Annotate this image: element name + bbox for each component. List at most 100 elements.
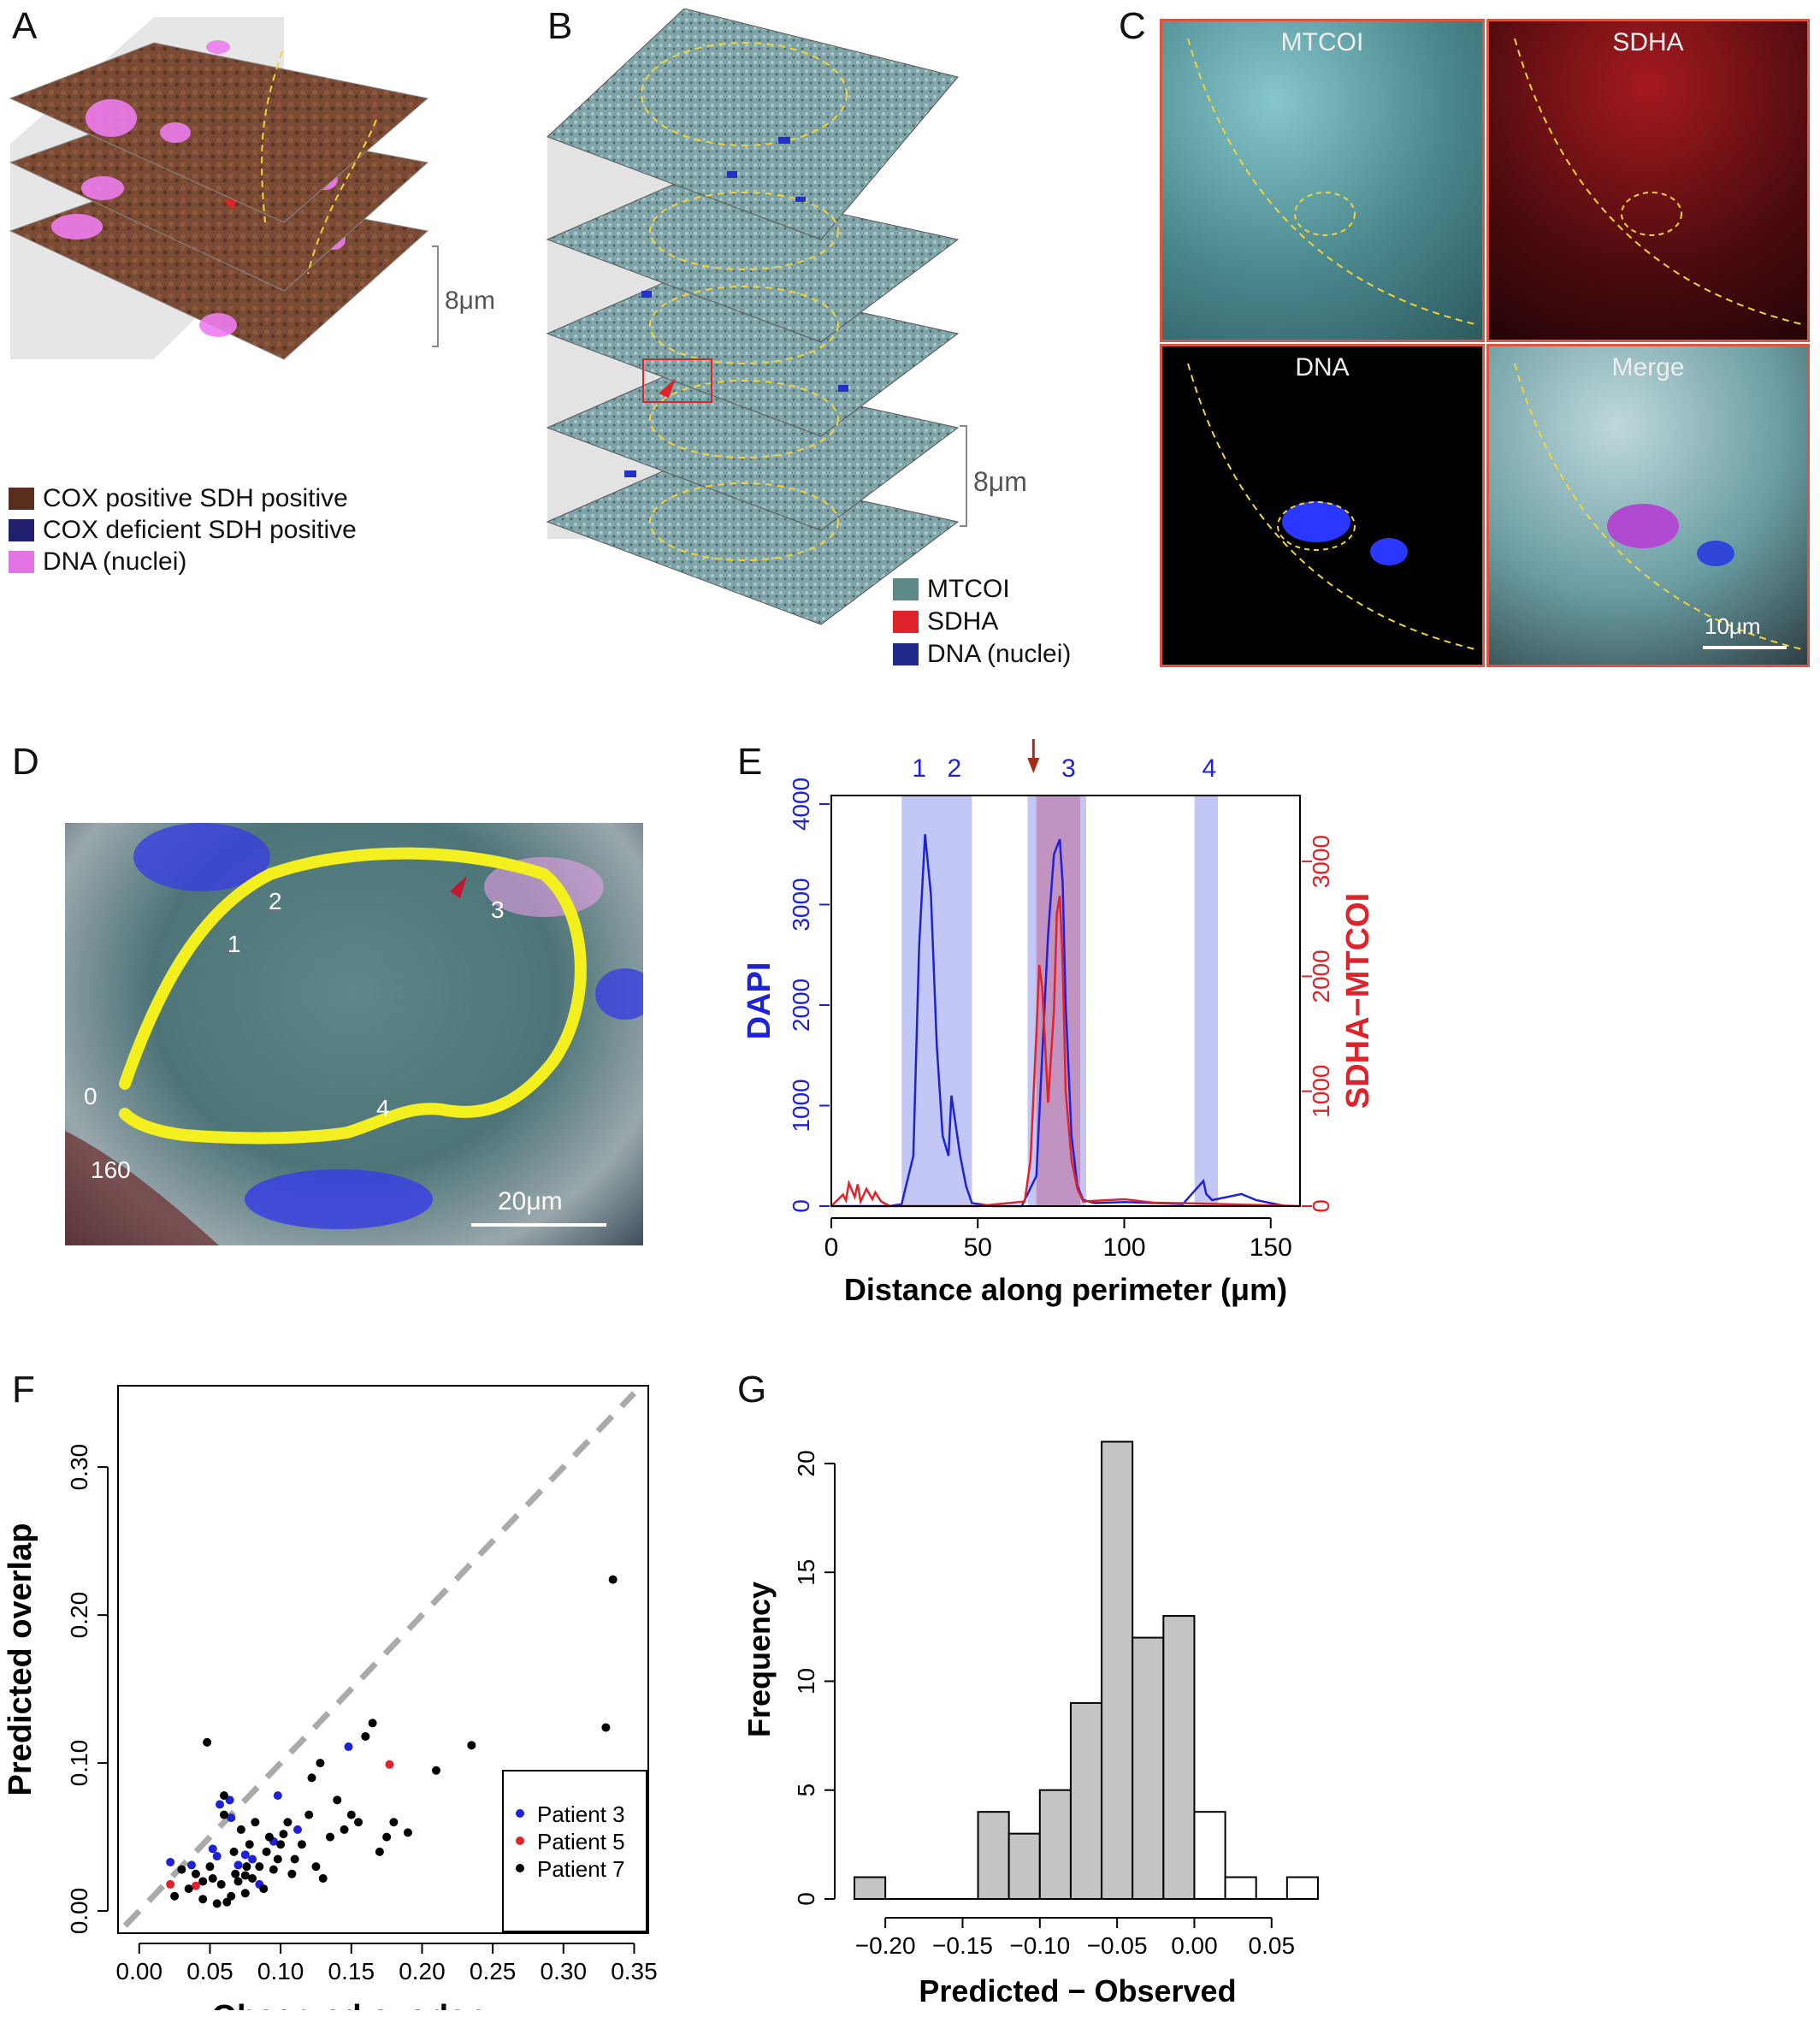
histogram-bar — [1008, 1832, 1041, 1900]
arrow-marker — [1027, 758, 1040, 773]
point-patient-5 — [166, 1879, 175, 1889]
panel-c-title-mtcoi: MTCOI — [1280, 28, 1364, 56]
point-patient-3 — [292, 1825, 302, 1834]
y-tick-label-3: 15 — [793, 1559, 819, 1586]
legend-marker-2 — [516, 1864, 524, 1872]
point-patient-7 — [354, 1818, 363, 1827]
x-tick-label-5: 0.05 — [1249, 1932, 1296, 1959]
panel-c-dna-image: DNA — [1160, 344, 1485, 667]
point-patient-7 — [467, 1741, 476, 1750]
x-tick-label-3: 0.15 — [328, 1958, 375, 1984]
top-band-label-0: 1 — [912, 754, 926, 783]
panel-b-scale-label: 8μm — [973, 466, 1027, 497]
point-patient-7 — [184, 1884, 193, 1894]
band-3 — [1194, 796, 1219, 1206]
y-right-axis-title: SDHA−MTCOI — [1340, 893, 1376, 1109]
point-patient-7 — [205, 1862, 215, 1872]
point-patient-3 — [248, 1854, 257, 1864]
top-band-label-3: 4 — [1202, 754, 1216, 783]
y-left-tick-label-1: 1000 — [788, 1079, 814, 1132]
histogram-bar — [854, 1876, 887, 1901]
panel-b-tissue-stack — [546, 9, 967, 625]
y-tick-label-0: 0 — [793, 1892, 819, 1906]
point-patient-7 — [608, 1575, 618, 1584]
point-patient-7 — [290, 1854, 299, 1864]
x-tick-label-1: −0.15 — [932, 1932, 993, 1959]
histogram-bar — [1101, 1440, 1134, 1901]
y-tick-label-4: 20 — [793, 1450, 819, 1476]
panel-label-g: G — [737, 1369, 767, 1411]
panel-a-layer-top — [9, 42, 429, 223]
point-patient-7 — [245, 1840, 254, 1849]
point-patient-7 — [333, 1795, 342, 1805]
point-patient-7 — [307, 1773, 316, 1783]
panel-c-sdha-image: SDHA — [1486, 19, 1810, 342]
point-patient-7 — [340, 1825, 349, 1834]
panel-label-d: D — [12, 741, 39, 783]
point-patient-3 — [344, 1742, 353, 1752]
point-patient-7 — [240, 1871, 250, 1880]
x-tick-label-1: 50 — [964, 1233, 992, 1262]
y-axis-title: Frequency — [742, 1582, 777, 1737]
point-patient-7 — [259, 1884, 269, 1894]
y-tick-label-1: 5 — [793, 1783, 819, 1797]
plot-frame — [830, 795, 1301, 1207]
histogram-bar — [977, 1811, 1010, 1901]
point-patient-7 — [304, 1810, 314, 1819]
point-patient-7 — [198, 1877, 208, 1886]
point-patient-7 — [198, 1895, 208, 1904]
panel-d-label-1: 1 — [228, 931, 241, 957]
panel-d-label-3: 3 — [491, 896, 505, 923]
point-patient-7 — [382, 1832, 392, 1842]
legend-label-1: Patient 5 — [537, 1829, 625, 1854]
panel-f-chart: 0.00 0.05 0.10 0.15 0.20 0.25 0.30 0.35 0.00 0.10… — [3, 1385, 658, 2010]
histogram-bar — [1069, 1701, 1103, 1900]
point-patient-7 — [389, 1818, 399, 1827]
legend-box — [502, 1770, 647, 1932]
panel-d-label-0: 0 — [84, 1083, 98, 1109]
panel-d-label-160: 160 — [91, 1156, 131, 1183]
x-tick-label-3: −0.05 — [1087, 1932, 1148, 1959]
point-patient-7 — [318, 1874, 328, 1883]
point-patient-3 — [186, 1860, 196, 1870]
panel-b-legend-item-dna: DNA (nuclei) — [893, 640, 1071, 669]
point-patient-7 — [316, 1759, 325, 1768]
panel-c-title-dna: DNA — [1295, 353, 1350, 382]
histogram-bar — [1224, 1876, 1257, 1901]
band-0 — [901, 796, 972, 1206]
point-patient-7 — [287, 1869, 297, 1878]
top-band-label-2: 3 — [1061, 754, 1076, 783]
panel-c-mtcoi-image: MTCOI — [1160, 19, 1485, 342]
y-left-tick-label-2: 2000 — [788, 979, 814, 1032]
y-left-tick-label-3: 3000 — [788, 878, 814, 931]
y-tick-label-0: 0.00 — [66, 1888, 92, 1935]
panel-c-title-sdha: SDHA — [1612, 28, 1684, 56]
point-patient-7 — [222, 1897, 232, 1907]
x-tick-label-0: 0 — [824, 1233, 839, 1262]
panel-d-scale-label: 20μm — [498, 1187, 563, 1216]
panel-g-chart: −0.20 −0.15 −0.10 −0.05 0.00 0.05 0 5 10 15 20 Pred… — [742, 1440, 1319, 2008]
panel-a-legend-item-cox-deficient: COX deficient SDH positive — [9, 516, 357, 545]
x-tick-label-6: 0.30 — [541, 1958, 588, 1984]
point-patient-7 — [220, 1810, 228, 1819]
panel-c-scale-label: 10μm — [1705, 613, 1761, 639]
x-tick-label-1: 0.05 — [186, 1958, 233, 1984]
histogram-bar — [1193, 1811, 1226, 1901]
x-tick-label-3: 150 — [1250, 1233, 1292, 1262]
panel-label-f: F — [12, 1369, 35, 1411]
x-tick-label-7: 0.35 — [611, 1958, 658, 1984]
panel-a-scale-label: 8μm — [445, 287, 495, 315]
point-patient-7 — [208, 1874, 217, 1883]
point-patient-3 — [166, 1857, 175, 1866]
panel-d-micrograph: 1 2 3 4 0 160 20μm — [65, 823, 643, 1245]
histogram-bar — [1132, 1636, 1165, 1900]
point-patient-7 — [236, 1825, 245, 1834]
y-left-tick-label-4: 4000 — [788, 778, 814, 831]
point-patient-7 — [279, 1830, 288, 1839]
point-patient-7 — [216, 1879, 226, 1889]
point-patient-7 — [229, 1847, 239, 1856]
y-axis-title: Predicted overlap — [3, 1523, 38, 1796]
point-patient-7 — [177, 1865, 186, 1874]
y-right-tick-label-1: 1000 — [1308, 1065, 1334, 1118]
panel-d-label-4: 4 — [376, 1095, 390, 1121]
